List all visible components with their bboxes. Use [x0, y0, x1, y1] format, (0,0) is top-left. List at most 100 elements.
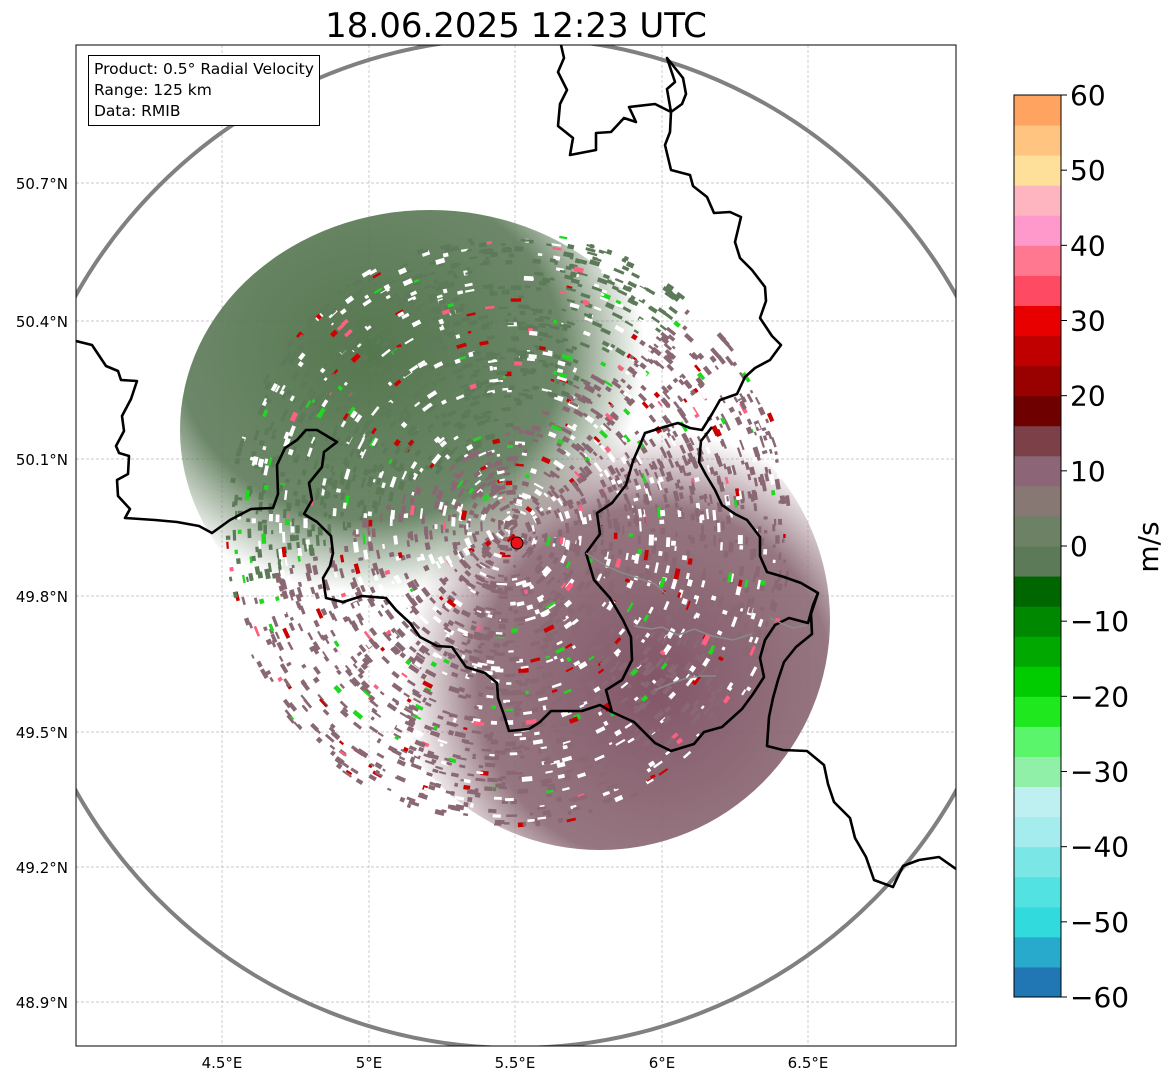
- colorbar-segment: [1014, 455, 1061, 487]
- velocity-pixel: [400, 748, 408, 754]
- velocity-pixel: [506, 720, 514, 725]
- velocity-pixel: [672, 490, 680, 502]
- velocity-pixel: [664, 289, 676, 300]
- velocity-pixel: [646, 767, 652, 773]
- velocity-pixel: [359, 638, 364, 643]
- velocity-pixel: [386, 787, 392, 792]
- velocity-pixel: [615, 347, 626, 357]
- velocity-pixel: [564, 692, 571, 698]
- velocity-pixel: [736, 447, 743, 458]
- velocity-pixel: [755, 642, 763, 651]
- velocity-pixel: [545, 658, 554, 664]
- velocity-pixel: [550, 378, 555, 382]
- velocity-pixel: [683, 398, 688, 403]
- velocity-pixel: [674, 460, 680, 468]
- velocity-pixel: [281, 610, 287, 615]
- velocity-pixel: [656, 298, 663, 305]
- velocity-pixel: [566, 656, 572, 663]
- velocity-pixel: [447, 245, 460, 253]
- velocity-pixel: [516, 601, 525, 607]
- velocity-pixel: [650, 528, 656, 532]
- velocity-pixel: [495, 532, 504, 540]
- velocity-pixel: [305, 571, 312, 582]
- velocity-pixel: [342, 502, 347, 509]
- velocity-pixel: [279, 484, 284, 492]
- velocity-pixel: [452, 272, 457, 278]
- velocity-pixel: [478, 451, 487, 457]
- velocity-pixel: [577, 661, 588, 670]
- velocity-pixel: [615, 430, 624, 440]
- map-area: [76, 45, 956, 1046]
- velocity-pixel: [389, 476, 397, 488]
- velocity-pixel: [619, 437, 627, 446]
- velocity-pixel: [463, 715, 474, 722]
- colorbar-tick-label: 20: [1070, 380, 1106, 413]
- velocity-pixel: [625, 261, 635, 269]
- velocity-pixel: [523, 589, 529, 595]
- velocity-pixel: [258, 492, 265, 501]
- velocity-pixel: [310, 586, 316, 595]
- velocity-pixel: [270, 382, 278, 392]
- velocity-pixel: [253, 429, 260, 441]
- velocity-pixel: [470, 551, 480, 562]
- velocity-pixel: [522, 351, 534, 354]
- velocity-pixel: [447, 269, 455, 275]
- velocity-pixel: [462, 632, 469, 637]
- velocity-pixel: [542, 351, 553, 357]
- velocity-pixel: [533, 325, 539, 330]
- velocity-pixel: [350, 676, 361, 687]
- velocity-pixel: [607, 452, 616, 462]
- velocity-pixel: [276, 641, 285, 652]
- velocity-pixel: [642, 371, 648, 377]
- velocity-pixel: [725, 342, 734, 352]
- velocity-pixel: [695, 624, 700, 630]
- velocity-pixel: [382, 543, 386, 549]
- velocity-pixel: [461, 362, 473, 370]
- velocity-pixel: [627, 280, 638, 289]
- velocity-pixel: [417, 397, 429, 407]
- velocity-pixel: [773, 579, 780, 590]
- velocity-pixel: [419, 593, 426, 601]
- velocity-pixel: [405, 553, 412, 559]
- velocity-pixel: [369, 627, 378, 637]
- velocity-pixel: [356, 748, 369, 759]
- velocity-pixel: [295, 525, 300, 534]
- velocity-pixel: [541, 610, 549, 618]
- velocity-pixel: [287, 513, 290, 517]
- velocity-pixel: [420, 644, 430, 654]
- velocity-pixel: [333, 676, 340, 684]
- velocity-pixel: [757, 618, 764, 628]
- velocity-pixel: [319, 651, 325, 659]
- velocity-pixel: [772, 524, 776, 532]
- velocity-pixel: [481, 665, 492, 670]
- velocity-pixel: [633, 705, 638, 710]
- velocity-pixel: [297, 479, 302, 486]
- velocity-pixel: [421, 383, 430, 390]
- velocity-pixel: [292, 638, 301, 649]
- velocity-pixel: [491, 705, 497, 709]
- velocity-pixel: [702, 567, 707, 575]
- velocity-pixel: [399, 262, 409, 269]
- velocity-pixel: [517, 622, 524, 626]
- velocity-pixel: [311, 645, 320, 655]
- velocity-pixel: [593, 305, 602, 312]
- velocity-pixel: [636, 707, 643, 713]
- velocity-pixel: [437, 324, 442, 328]
- velocity-pixel: [776, 583, 783, 592]
- velocity-pixel: [558, 512, 564, 522]
- velocity-pixel: [427, 394, 438, 404]
- velocity-pixel: [466, 531, 473, 536]
- velocity-pixel: [655, 336, 662, 342]
- velocity-pixel: [352, 709, 364, 720]
- velocity-pixel: [516, 750, 522, 754]
- velocity-pixel: [763, 516, 768, 520]
- velocity-pixel: [611, 312, 623, 320]
- velocity-pixel: [360, 680, 371, 690]
- velocity-pixel: [456, 480, 464, 488]
- velocity-pixel: [547, 684, 552, 690]
- velocity-pixel: [726, 496, 730, 502]
- velocity-pixel: [390, 647, 399, 656]
- velocity-pixel: [759, 606, 765, 612]
- velocity-pixel: [407, 439, 415, 447]
- velocity-pixel: [480, 465, 487, 471]
